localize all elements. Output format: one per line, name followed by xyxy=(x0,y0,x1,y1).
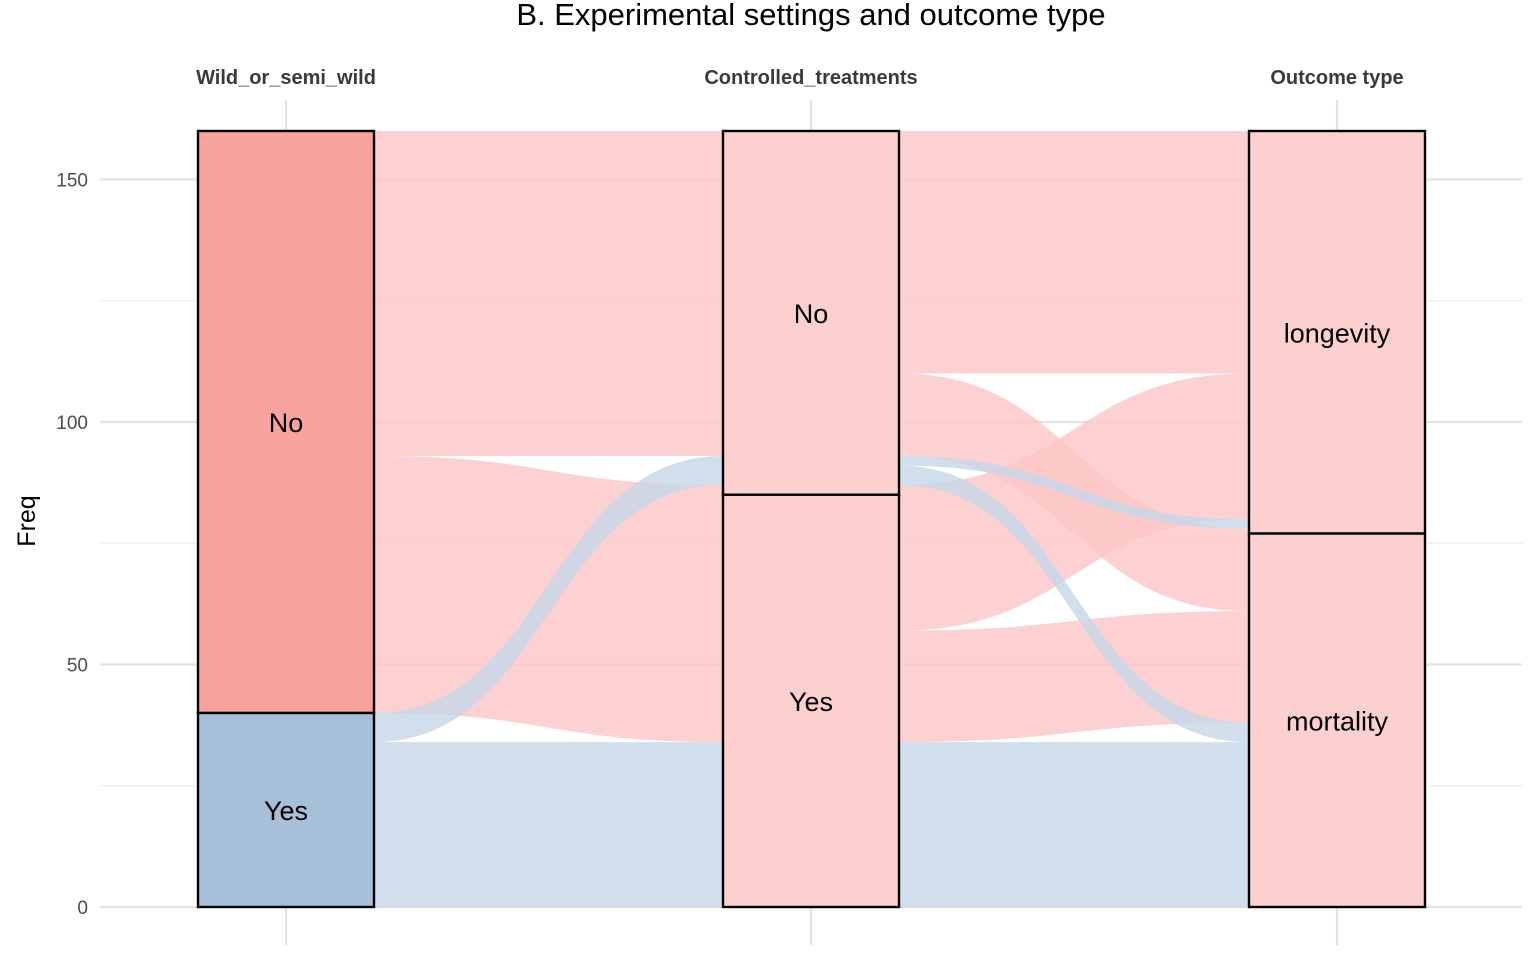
y-tick-label: 50 xyxy=(67,656,88,677)
y-tick-label: 150 xyxy=(56,171,88,192)
axis-header-wild: Wild_or_semi_wild xyxy=(196,67,376,89)
stratum-label-longevity: longevity xyxy=(1284,318,1391,348)
y-tick-label: 100 xyxy=(56,413,88,434)
stratum-1-yes xyxy=(721,493,901,909)
strata xyxy=(196,129,1427,909)
stratum-label-yes: Yes xyxy=(789,687,833,717)
stratum-0-no xyxy=(196,129,376,715)
y-tick-label: 0 xyxy=(77,898,88,919)
axis-header-controlled: Controlled_treatments xyxy=(704,67,917,89)
stratum-1-no xyxy=(721,129,901,496)
flow-yes-5 xyxy=(198,465,1425,743)
stratum-0-yes xyxy=(196,711,376,909)
stratum-2-longevity xyxy=(1247,129,1427,535)
stratum-labels: No Yes No Yes longevity mortality xyxy=(264,299,1391,826)
stratum-2-mortality xyxy=(1247,532,1427,909)
flow-no-1 xyxy=(198,373,1425,612)
axis-header-outcome: Outcome type xyxy=(1270,67,1403,89)
chart-title: B. Experimental settings and outcome typ… xyxy=(516,0,1105,32)
y-axis-ticks: 0 50 100 150 xyxy=(56,171,88,920)
stratum-label-yes: Yes xyxy=(264,796,308,826)
stratum-label-no: No xyxy=(269,408,304,438)
stratum-label-no: No xyxy=(794,299,829,329)
stratum-label-mortality: mortality xyxy=(1286,706,1389,736)
y-axis-label: Freq xyxy=(13,495,41,546)
axis-headers: Wild_or_semi_wild Controlled_treatments … xyxy=(196,67,1404,89)
